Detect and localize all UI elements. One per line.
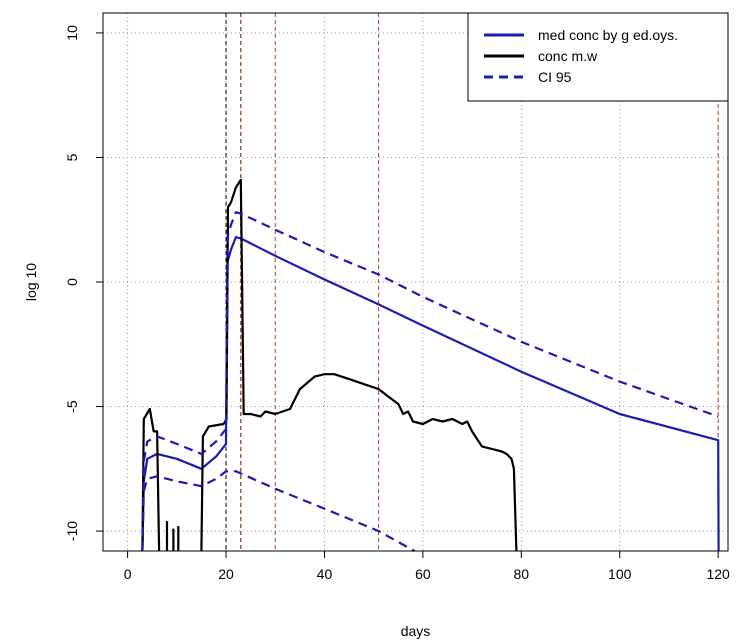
y-axis: -10 -5 0 5 10: [64, 25, 104, 541]
x-axis: 0 20 40 60 80 100 120: [124, 550, 730, 582]
x-tick-label: 0: [124, 566, 132, 582]
y-tick-label: 10: [64, 25, 80, 41]
legend-label-ci95: CI 95: [538, 69, 572, 85]
y-tick-label: 5: [64, 153, 80, 161]
legend: med conc by g ed.oys. conc m.w CI 95: [467, 12, 729, 102]
x-tick-label: 100: [608, 566, 632, 582]
series-line-med-conc-by-g-ed-oys: [141, 236, 720, 552]
series-lines: [141, 178, 720, 552]
y-tick-label: -10: [64, 521, 80, 541]
y-tick-label: 0: [64, 278, 80, 286]
legend-label-conc-mw: conc m.w: [538, 48, 598, 64]
series-line-conc-m-w: [200, 178, 518, 552]
x-tick-label: 120: [706, 566, 730, 582]
legend-label-med-conc: med conc by g ed.oys.: [538, 27, 678, 43]
x-axis-title: days: [401, 623, 431, 639]
x-tick-label: 60: [415, 566, 431, 582]
series-line-ci-95-lower: [141, 470, 416, 552]
series-line-ci-95-upper: [141, 211, 719, 552]
x-tick-label: 20: [218, 566, 234, 582]
y-tick-label: -5: [64, 400, 80, 413]
series-line-conc-m-w: [141, 407, 161, 552]
y-axis-title: log 10: [23, 263, 39, 301]
x-tick-label: 80: [514, 566, 530, 582]
x-tick-label: 40: [317, 566, 333, 582]
